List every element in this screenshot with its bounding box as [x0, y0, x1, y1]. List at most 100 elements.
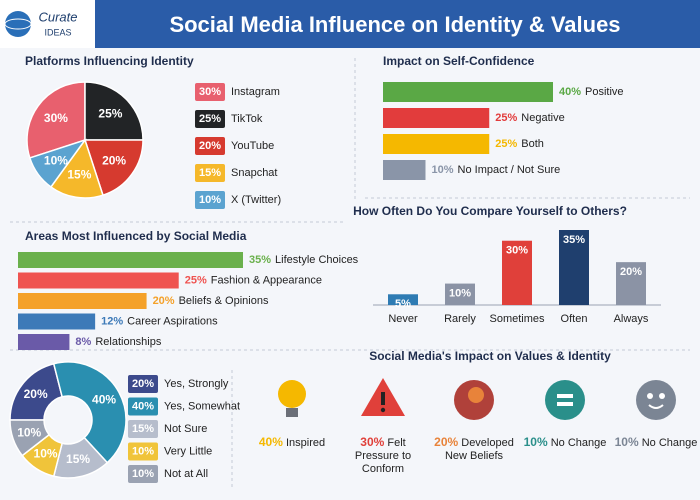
category-label: Negative [521, 112, 564, 124]
legend-value: 25% [199, 113, 221, 125]
icon-label: 20% Developed New Beliefs [429, 436, 519, 463]
slice [9, 419, 51, 457]
x-tick-label: Always [614, 313, 649, 325]
value-label: 10% [614, 435, 639, 449]
category-label: Both [521, 138, 544, 150]
eye [647, 393, 653, 399]
icon [361, 378, 405, 416]
bar-label: 20% Beliefs & Opinions [153, 295, 269, 307]
value-label: 30% [360, 435, 385, 449]
slice [28, 138, 87, 188]
icon [545, 380, 585, 420]
category-label: Inspired [285, 437, 326, 449]
logo-globe-line [4, 18, 32, 30]
category-label: Beliefs & Opinions [179, 295, 269, 307]
value-label: 8% [75, 336, 91, 348]
section-title: Impact on Self-Confidence [383, 54, 535, 68]
bar [383, 82, 553, 102]
x-tick-label: Sometimes [489, 313, 545, 325]
slice [49, 138, 104, 199]
bar-label: 25% Negative [495, 112, 564, 124]
bar-label: 35% Lifestyle Choices [249, 254, 359, 266]
bar [383, 134, 490, 154]
warning-mark [381, 392, 385, 405]
value-label: 40% [258, 435, 283, 449]
page-title: Social Media Influence on Identity & Val… [169, 12, 620, 37]
bar-label: 12% Career Aspirations [101, 315, 218, 327]
bulb-base [286, 408, 298, 417]
legend-value: 10% [132, 468, 154, 480]
legend-chip [128, 442, 158, 461]
x-tick-label: Never [388, 313, 418, 325]
section-title: Areas Most Influenced by Social Media [25, 229, 247, 243]
legend-value: 15% [132, 423, 154, 435]
legend-label: Instagram [231, 86, 280, 98]
bubble [545, 380, 585, 420]
slice-label: 20% [102, 153, 126, 167]
bar [18, 272, 179, 289]
slice-label: 20% [24, 387, 48, 401]
legend-value: 10% [199, 194, 221, 206]
legend-chip [195, 137, 225, 155]
smile [648, 404, 664, 409]
equal-bar [557, 394, 573, 398]
slice-label: 10% [17, 425, 41, 439]
category-label: No Impact / Not Sure [458, 164, 561, 176]
legend-label: Very Little [164, 445, 212, 457]
category-label: Positive [585, 86, 624, 98]
bar [18, 313, 96, 330]
icon-label: 10% No Change [611, 436, 700, 450]
value-label: 25% [495, 138, 517, 150]
head [636, 380, 676, 420]
slice [52, 361, 127, 464]
value-label: 40% [559, 86, 581, 98]
slice-label: 25% [98, 107, 122, 121]
eye [659, 393, 665, 399]
legend-chip [128, 375, 158, 393]
bar [18, 293, 147, 309]
legend-value: 10% [132, 445, 154, 457]
icon [636, 380, 676, 420]
bar-label: 25% Fashion & Appearance [185, 274, 322, 286]
icon-label: 10% No Change [520, 436, 610, 450]
bar [383, 160, 426, 180]
legend-chip [128, 420, 158, 438]
column [388, 294, 418, 305]
header-bar [0, 0, 700, 48]
category-label: No Change [641, 437, 698, 449]
section-title: Platforms Influencing Identity [25, 54, 194, 68]
value-label: 35% [563, 234, 585, 246]
bar [18, 334, 70, 350]
legend-label: Yes, Strongly [164, 378, 229, 390]
section-title: Social Media's Impact on Values & Identi… [369, 349, 611, 363]
value-label: 35% [249, 254, 271, 266]
slice-label: 30% [44, 111, 68, 125]
legend-label: Not at All [164, 468, 208, 480]
legend-value: 30% [199, 86, 221, 98]
legend-value: 15% [199, 167, 221, 179]
category-label: Lifestyle Choices [275, 254, 359, 266]
bulb [278, 380, 306, 408]
value-label: 30% [506, 245, 528, 257]
bar-label: 10% No Impact / Not Sure [432, 164, 561, 176]
category-label: No Change [550, 437, 607, 449]
value-label: 20% [153, 295, 175, 307]
logo-text: Curate [38, 9, 77, 24]
legend-chip [195, 164, 225, 182]
bar-label: 40% Positive [559, 86, 624, 98]
category-label: Career Aspirations [127, 315, 218, 327]
slice [9, 362, 64, 421]
category-label: Fashion & Appearance [211, 274, 322, 286]
x-tick-label: Rarely [444, 313, 476, 325]
column [502, 240, 532, 305]
value-label: 20% [620, 266, 642, 278]
slice [84, 81, 144, 141]
category-label: Relationships [95, 336, 162, 348]
logo-text: IDEAS [44, 27, 71, 37]
equal-bar [557, 402, 573, 406]
bar [383, 108, 490, 128]
value-label: 25% [185, 274, 207, 286]
category-label: Felt Pressure to Conform [354, 437, 412, 475]
